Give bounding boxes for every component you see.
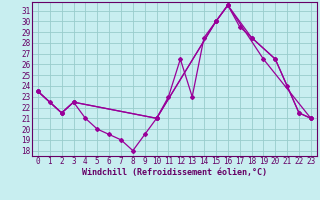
X-axis label: Windchill (Refroidissement éolien,°C): Windchill (Refroidissement éolien,°C) — [82, 168, 267, 177]
